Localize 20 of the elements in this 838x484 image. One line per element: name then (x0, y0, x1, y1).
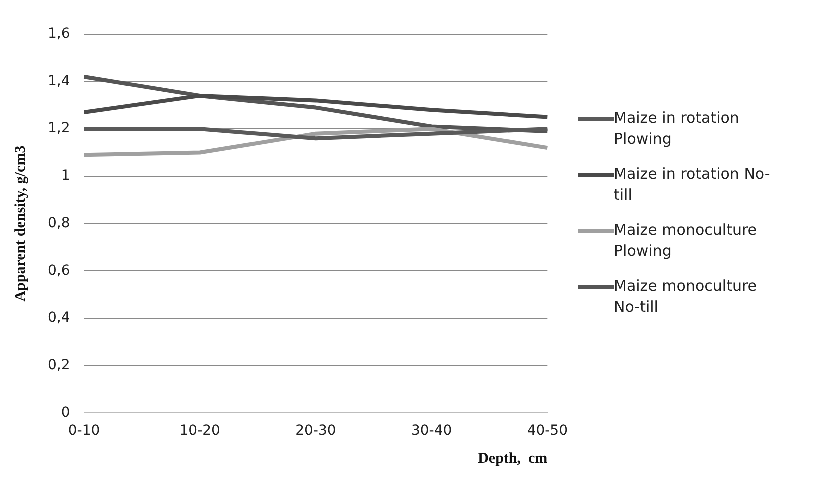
y-tick-label: 1,2 (48, 120, 70, 137)
y-axis-title: Apparent density, g/cm3 (12, 146, 29, 302)
x-tick-label: 40-50 (527, 423, 568, 440)
y-tick-label: 0,6 (48, 262, 70, 279)
y-tick-label: 0,2 (48, 357, 70, 374)
x-axis-title: Depth, cm (478, 450, 548, 467)
y-tick-label: 1,6 (48, 26, 70, 42)
y-tick-label: 1,4 (48, 73, 70, 90)
y-tick-label: 1 (61, 168, 70, 184)
x-tick-label: 10-20 (180, 423, 220, 440)
legend-label: Maize in rotation No-till (614, 164, 772, 206)
y-tick-label: 0,8 (48, 215, 70, 232)
y-tick-label: 0 (61, 404, 70, 421)
x-tick-label: 30-40 (411, 423, 452, 440)
x-tick-label: 0-10 (68, 423, 100, 440)
y-tick-label: 0,4 (48, 310, 70, 326)
x-tick-label: 20-30 (296, 423, 336, 440)
legend-label: Maize monoculture Plowing (614, 220, 758, 262)
legend-label: Maize in rotation Plowing (614, 108, 740, 150)
legend-label: Maize monoculture No-till (614, 276, 758, 318)
